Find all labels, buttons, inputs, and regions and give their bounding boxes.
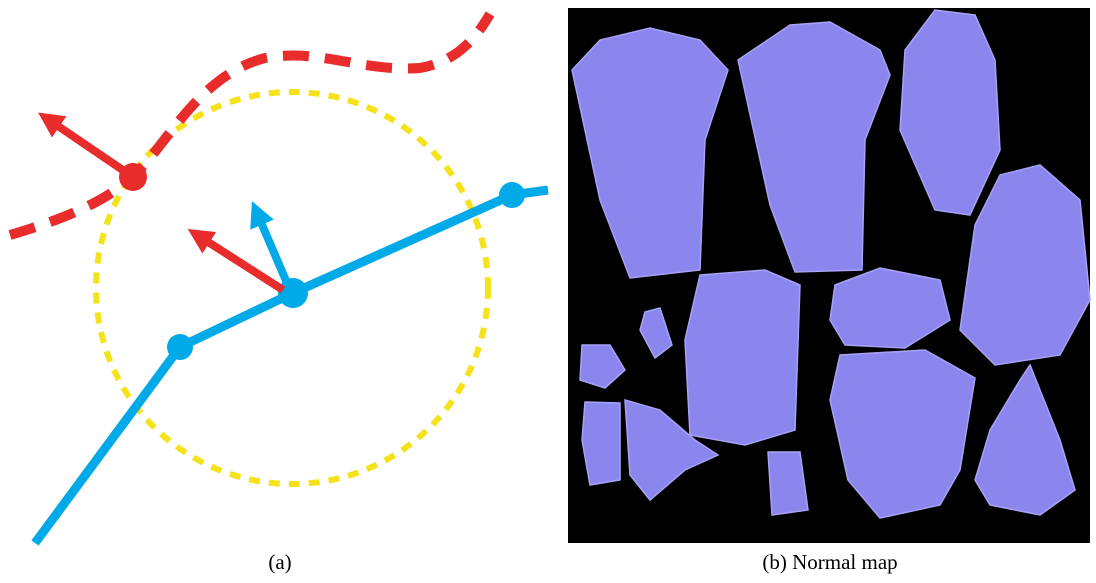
red-point <box>119 163 147 191</box>
red-dashed-curve <box>10 14 490 235</box>
blue-point <box>499 182 525 208</box>
panel-caption: (a) <box>268 550 291 574</box>
cloth-piece <box>768 452 808 515</box>
panel-caption: (b) Normal map <box>762 550 897 574</box>
blue-point <box>167 334 193 360</box>
cloth-piece <box>582 402 620 485</box>
normal-map-panel <box>568 8 1090 543</box>
figure: (a) (b) Normal map <box>0 0 1096 583</box>
diagram-panel <box>10 14 548 543</box>
cloth-piece <box>685 270 800 445</box>
red-arrow <box>55 124 133 177</box>
